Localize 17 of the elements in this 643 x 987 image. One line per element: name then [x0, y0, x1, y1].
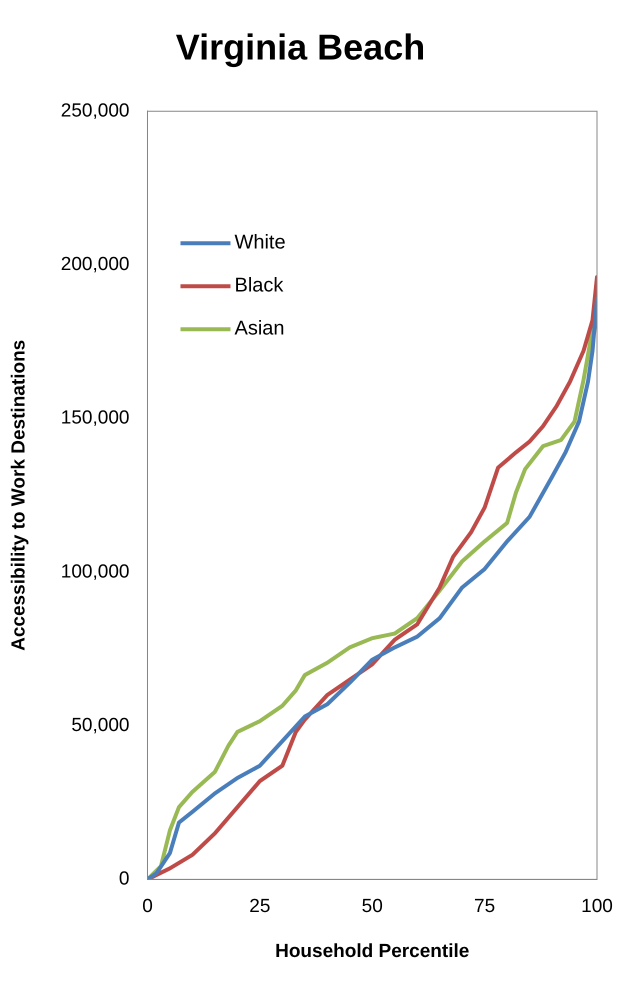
x-tick-label: 50 [362, 896, 383, 918]
legend-label: Asian [234, 318, 285, 340]
x-tick-label: 100 [581, 896, 613, 918]
legend-label: Black [234, 274, 284, 297]
chart-title: Virginia Beach [176, 26, 426, 68]
y-tick-label: 50,000 [71, 714, 130, 736]
x-tick-label: 75 [474, 896, 496, 918]
x-axis-title: Household Percentile [275, 940, 470, 962]
x-tick-label: 0 [142, 896, 153, 918]
y-axis-title: Accessibility to Work Destinations [8, 340, 30, 651]
y-tick-label: 250,000 [60, 100, 130, 122]
y-tick-label: 0 [118, 868, 130, 890]
x-tick-label: 25 [249, 896, 270, 918]
legend-label: White [234, 232, 286, 254]
y-tick-label: 100,000 [60, 561, 130, 582]
y-tick-label: 200,000 [60, 254, 130, 276]
y-tick-label: 150,000 [60, 408, 130, 429]
